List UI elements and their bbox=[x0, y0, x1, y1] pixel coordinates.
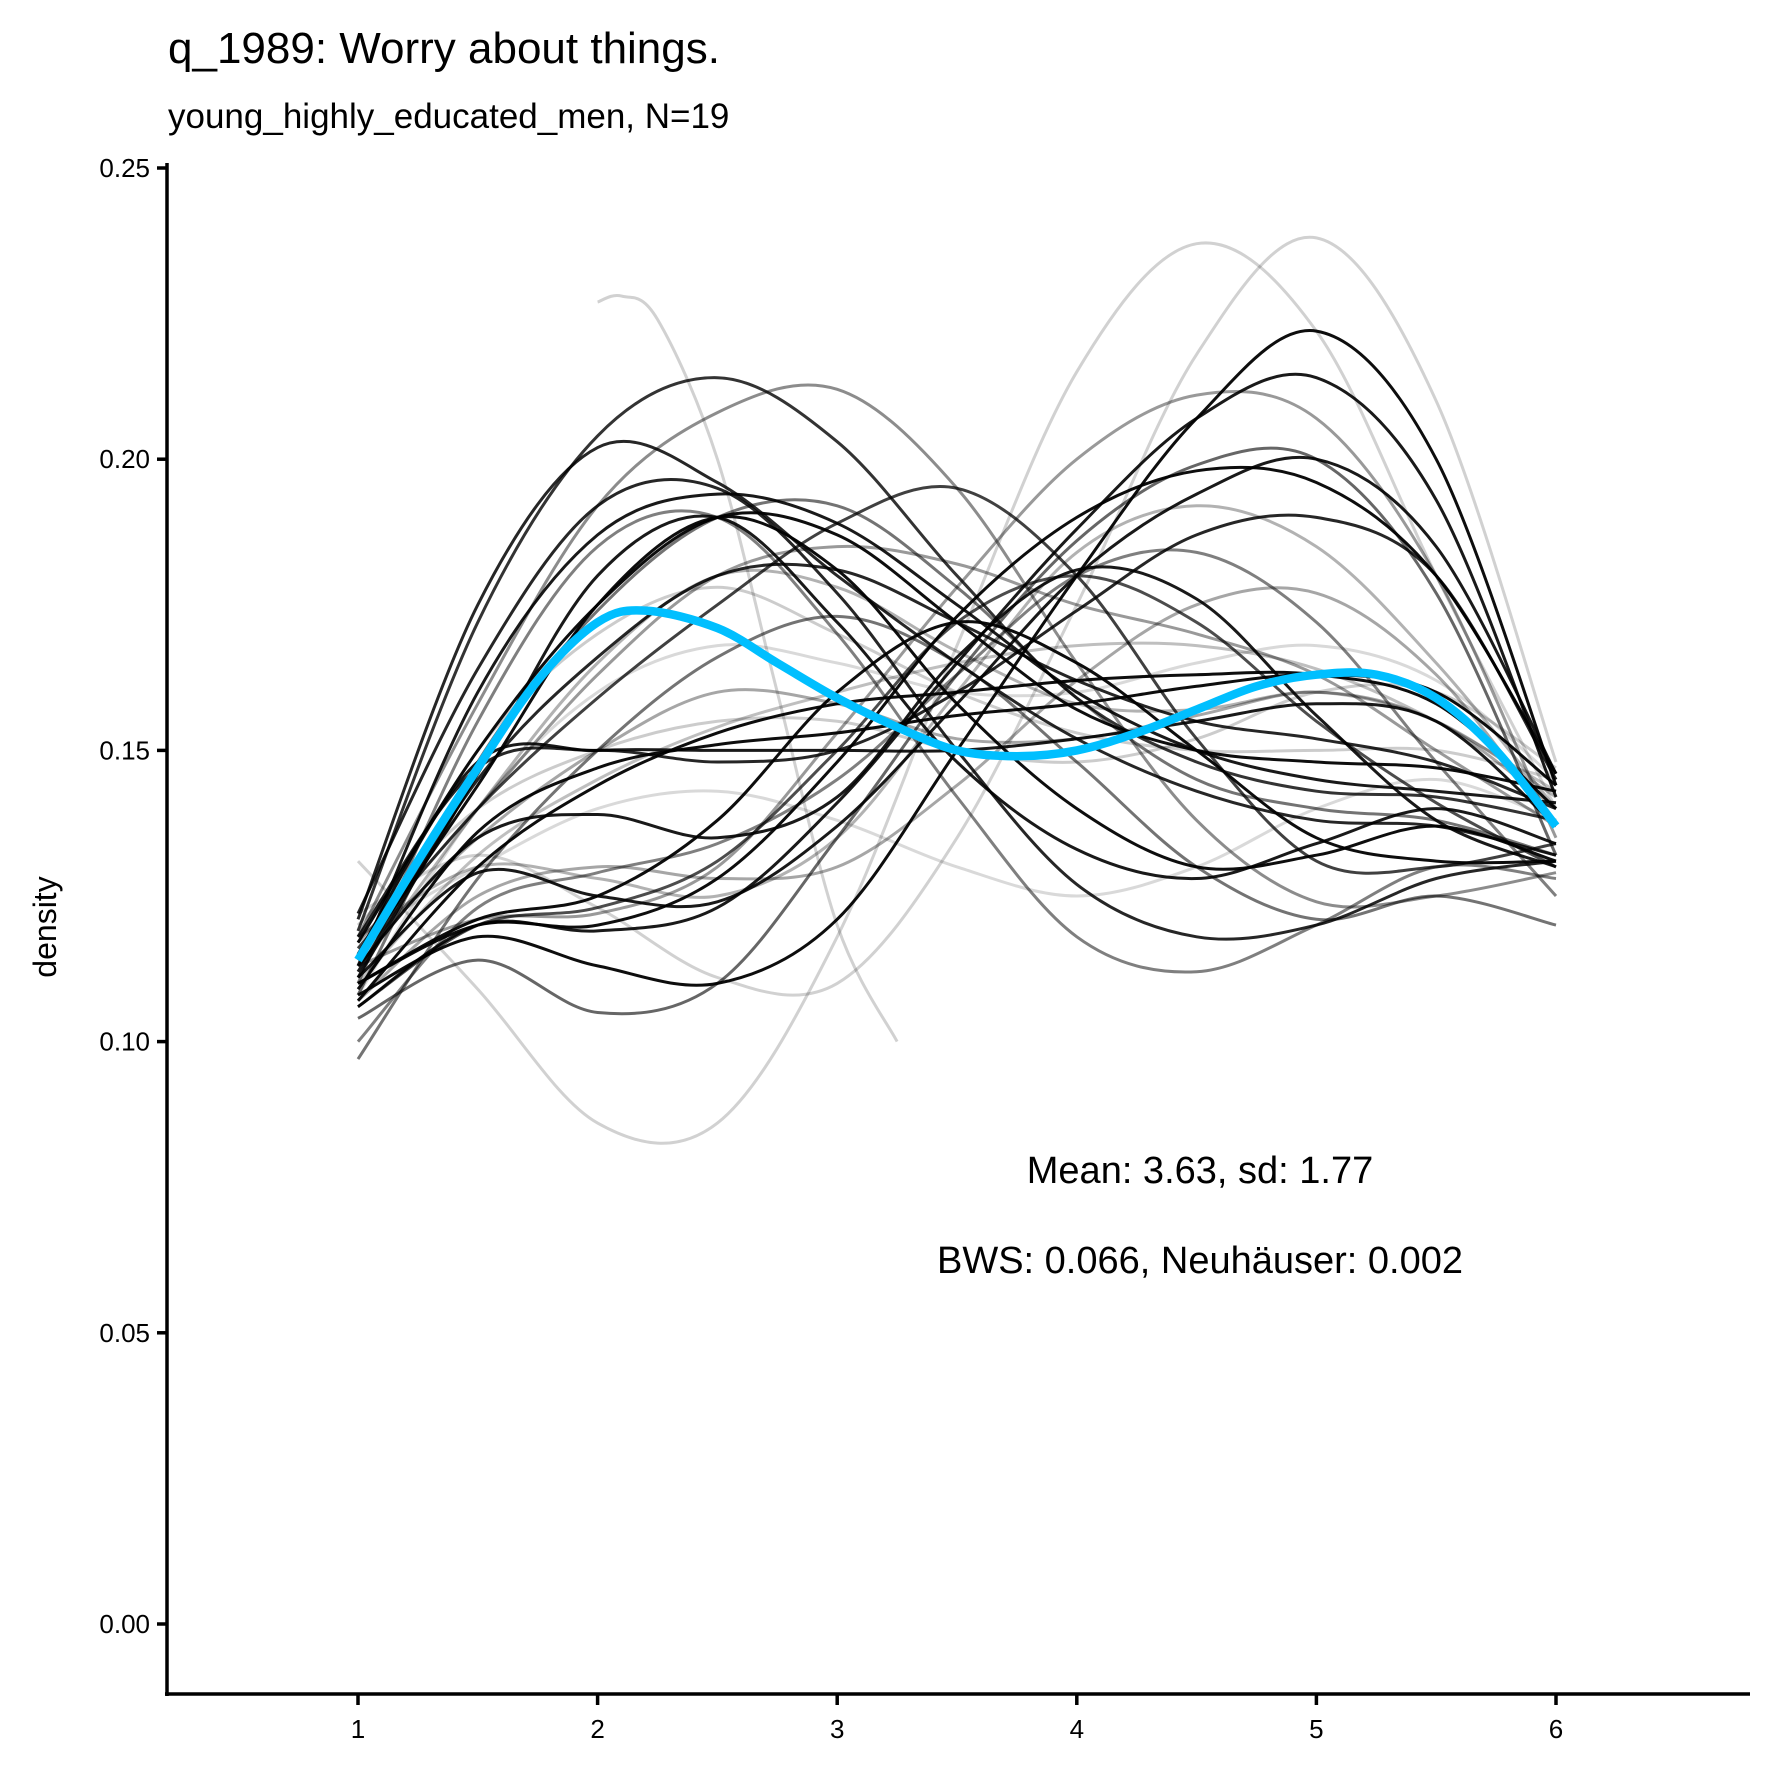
x-tick-label: 3 bbox=[830, 1714, 844, 1744]
bootstrap-curve bbox=[357, 455, 1558, 979]
bootstrap-curve bbox=[356, 643, 1557, 996]
bootstrap-curve bbox=[357, 586, 1558, 1002]
x-tick-label: 6 bbox=[1549, 1714, 1563, 1744]
y-tick-label: 0.25 bbox=[99, 153, 150, 183]
bootstrap-curve bbox=[356, 492, 1557, 967]
x-axis-ticks: 1 2 3 4 5 6 bbox=[351, 1694, 1563, 1744]
y-tick-label: 0.05 bbox=[99, 1318, 150, 1348]
y-tick-label: 0.10 bbox=[99, 1027, 150, 1057]
bootstrap-curve bbox=[356, 478, 1557, 941]
y-axis-ticks: 0.00 0.05 0.10 0.15 0.20 0.25 bbox=[99, 153, 167, 1639]
bootstrap-curve bbox=[356, 241, 1558, 1145]
bootstrap-curve bbox=[356, 515, 1557, 961]
bootstrap-curve bbox=[356, 439, 1557, 920]
bootstrap-curve bbox=[356, 485, 1557, 950]
bootstrap-curve bbox=[357, 446, 1558, 1020]
annotation-mean-sd: Mean: 3.63, sd: 1.77 bbox=[1027, 1150, 1373, 1192]
bootstrap-curve bbox=[357, 504, 1558, 939]
bootstrap-curve bbox=[356, 509, 1557, 985]
bootstrap-curve bbox=[356, 688, 1557, 956]
bootstrap-curve bbox=[357, 389, 1558, 968]
bootstrap-curve bbox=[356, 548, 1558, 1043]
x-tick-label: 4 bbox=[1070, 1714, 1084, 1744]
y-tick-label: 0.00 bbox=[99, 1609, 150, 1639]
bootstrap-curve bbox=[357, 235, 1558, 997]
bootstrap-curve bbox=[357, 329, 1558, 997]
bootstrap-curve bbox=[356, 376, 1557, 932]
bootstrap-curve bbox=[357, 465, 1558, 985]
bootstrap-curve bbox=[357, 777, 1557, 939]
x-tick-label: 2 bbox=[590, 1714, 604, 1744]
bootstrap-curve bbox=[357, 574, 1557, 1008]
mean-density-curve bbox=[354, 606, 1560, 963]
y-axis-label: density bbox=[27, 876, 63, 977]
annotation-tests: BWS: 0.066, Neuhäuser: 0.002 bbox=[937, 1240, 1463, 1282]
mean-curve-layer bbox=[354, 606, 1560, 963]
bootstrap-curve bbox=[356, 544, 1557, 944]
bootstrap-curve bbox=[356, 562, 1557, 973]
y-tick-label: 0.20 bbox=[99, 444, 150, 474]
bootstrap-curve bbox=[356, 641, 1557, 985]
bootstrap-curve-partial bbox=[597, 293, 899, 1043]
chart-subtitle: young_highly_educated_men, N=19 bbox=[168, 97, 729, 136]
bootstrap-curve bbox=[356, 614, 1557, 1060]
x-tick-label: 5 bbox=[1309, 1714, 1323, 1744]
bootstrap-curve bbox=[356, 383, 1557, 938]
chart-title: q_1989: Worry about things. bbox=[168, 24, 720, 73]
bootstrap-curve bbox=[356, 568, 1557, 973]
bootstrap-curve bbox=[356, 514, 1557, 979]
y-tick-label: 0.15 bbox=[99, 735, 150, 765]
x-tick-label: 1 bbox=[351, 1714, 365, 1744]
